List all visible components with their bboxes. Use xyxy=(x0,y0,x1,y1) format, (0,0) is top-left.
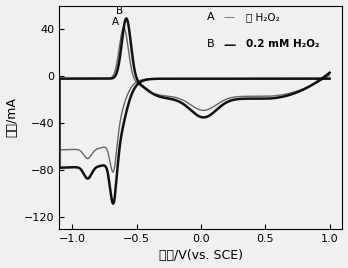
Text: 无 H₂O₂: 无 H₂O₂ xyxy=(246,13,280,23)
X-axis label: 电压/V(vs. SCE): 电压/V(vs. SCE) xyxy=(159,250,243,262)
Y-axis label: 电流/mA: 电流/mA xyxy=(6,98,18,137)
Text: —: — xyxy=(224,13,235,23)
Text: A: A xyxy=(207,13,214,23)
Text: B: B xyxy=(207,39,214,49)
Text: 0.2 mM H₂O₂: 0.2 mM H₂O₂ xyxy=(246,39,320,49)
Text: A: A xyxy=(112,17,119,27)
Text: B: B xyxy=(116,6,123,16)
Text: —: — xyxy=(224,39,236,52)
